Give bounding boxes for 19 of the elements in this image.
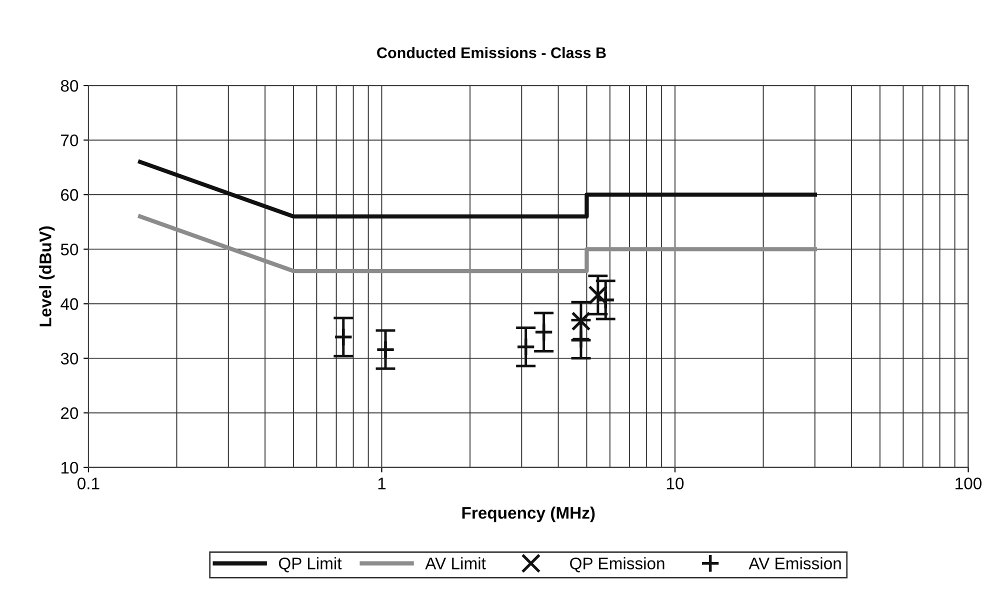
y-tick-label: 20 — [61, 407, 78, 420]
chart-title: Conducted Emissions - Class B — [377, 46, 606, 58]
legend-label: AV Limit — [425, 557, 486, 570]
y-tick-label: 30 — [60, 352, 78, 365]
x-tick-label: 1 — [378, 478, 386, 490]
y-axis-title: Level (dBuV) — [39, 226, 55, 326]
x-axis-title: Frequency (MHz) — [462, 506, 595, 522]
legend-label: AV Emission — [748, 557, 841, 570]
y-tick-label: 10 — [61, 462, 78, 474]
x-tick-label: 0.1 — [78, 478, 100, 490]
y-tick-label: 70 — [61, 134, 78, 146]
y-tick-label: 40 — [60, 298, 78, 310]
x-tick-label: 100 — [956, 478, 982, 490]
legend-label: QP Limit — [278, 557, 342, 572]
legend-label: QP Emission — [570, 557, 664, 572]
y-tick-label: 80 — [60, 80, 78, 92]
x-tick-label: 10 — [666, 478, 684, 490]
y-tick-label: 50 — [60, 244, 78, 256]
y-tick-label: 60 — [61, 189, 78, 201]
